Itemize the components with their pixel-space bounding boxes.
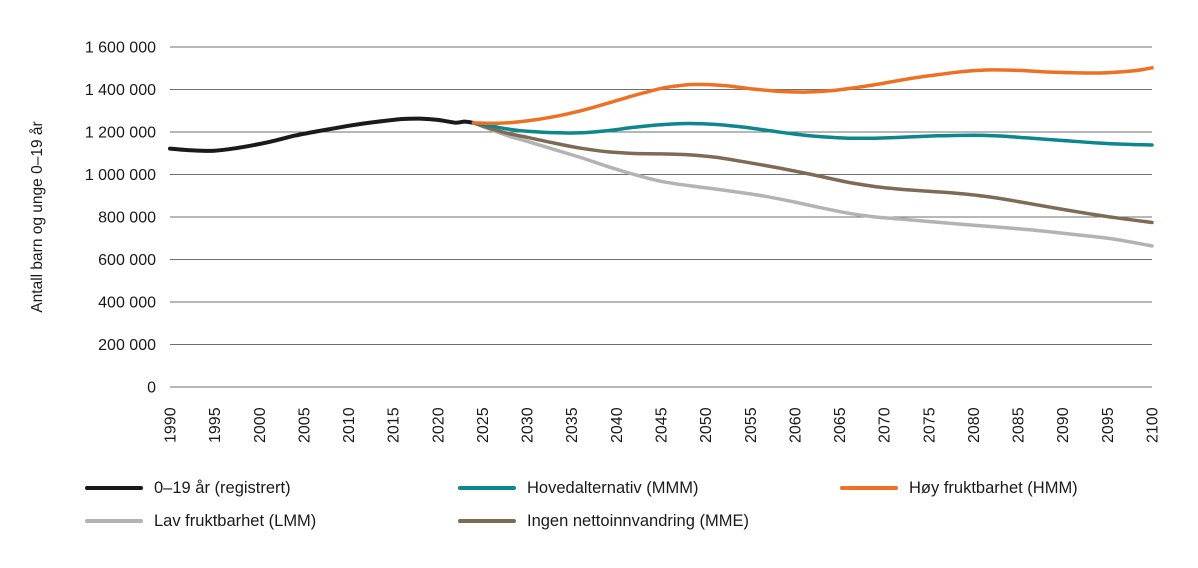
x-tick-label: 2035 xyxy=(564,407,581,443)
x-tick-label: 2075 xyxy=(921,407,938,443)
x-tick-label: 2010 xyxy=(341,407,358,443)
series-line-registrert xyxy=(168,116,476,153)
y-axis-title: Antall barn og unge 0–19 år xyxy=(29,121,46,312)
legend-item-registrert: 0–19 år (registrert) xyxy=(85,478,291,498)
x-tick-label: 2020 xyxy=(430,407,447,443)
x-tick-label: 2085 xyxy=(1011,407,1028,443)
x-tick-label: 2055 xyxy=(743,407,760,443)
legend-label: 0–19 år (registrert) xyxy=(154,479,291,497)
series-line-mmm xyxy=(471,121,1154,147)
legend-item-lmm: Lav fruktbarhet (LMM) xyxy=(85,511,316,531)
x-tick-label: 2005 xyxy=(296,407,313,443)
legend-line-swatch-registrert xyxy=(85,486,143,490)
legend-label: Høy fruktbarhet (HMM) xyxy=(909,479,1078,497)
x-tick-label: 2100 xyxy=(1145,407,1162,443)
x-tick-label: 2030 xyxy=(520,407,537,443)
series-line-hmm xyxy=(471,66,1154,126)
legend-line-swatch-mme xyxy=(458,519,516,523)
x-tick-label: 2050 xyxy=(698,407,715,443)
line-chart-canvas: 0 200 000 400 000 600 000 800 000 1 000 000 1 … xyxy=(29,40,1162,444)
legend-line-swatch-hmm xyxy=(840,486,898,490)
y-tick-label: 200 000 xyxy=(98,337,156,354)
legend-line-swatch-mmm xyxy=(458,486,516,490)
y-tick-label: 600 000 xyxy=(98,252,156,269)
x-tick-label: 2040 xyxy=(609,407,626,443)
y-tick-label: 0 xyxy=(147,380,156,397)
x-tick-label: 1995 xyxy=(207,407,224,443)
legend-label: Hovedalternativ (MMM) xyxy=(527,479,699,497)
legend-item-mme: Ingen nettoinnvandring (MME) xyxy=(458,511,749,531)
series-line-mme xyxy=(471,121,1154,225)
legend-label: Lav fruktbarhet (LMM) xyxy=(154,512,317,530)
y-tick-label: 1 000 000 xyxy=(85,167,156,184)
x-tick-label: 2065 xyxy=(832,407,849,443)
x-tick-label: 2080 xyxy=(966,407,983,443)
y-tick-label: 1 600 000 xyxy=(85,40,156,57)
series-line-lmm xyxy=(471,121,1154,248)
legend-line-swatch-lmm xyxy=(85,519,143,523)
x-tick-label: 2090 xyxy=(1055,407,1072,443)
y-tick-label: 1 200 000 xyxy=(85,125,156,142)
x-tick-label: 2045 xyxy=(654,407,671,443)
x-tick-label: 2060 xyxy=(787,407,804,443)
y-tick-label: 800 000 xyxy=(98,210,156,227)
x-tick-label: 2095 xyxy=(1100,407,1117,443)
y-tick-label: 400 000 xyxy=(98,295,156,312)
x-tick-label: 2000 xyxy=(252,407,269,443)
x-tick-label: 2025 xyxy=(475,407,492,443)
x-tick-label: 2070 xyxy=(877,407,894,443)
legend-item-hmm: Høy fruktbarhet (HMM) xyxy=(840,478,1078,498)
x-tick-label: 1990 xyxy=(163,407,180,443)
y-tick-label: 1 400 000 xyxy=(85,82,156,99)
legend-item-mmm: Hovedalternativ (MMM) xyxy=(458,478,698,498)
legend-label: Ingen nettoinnvandring (MME) xyxy=(527,512,749,530)
x-tick-label: 2015 xyxy=(386,407,403,443)
